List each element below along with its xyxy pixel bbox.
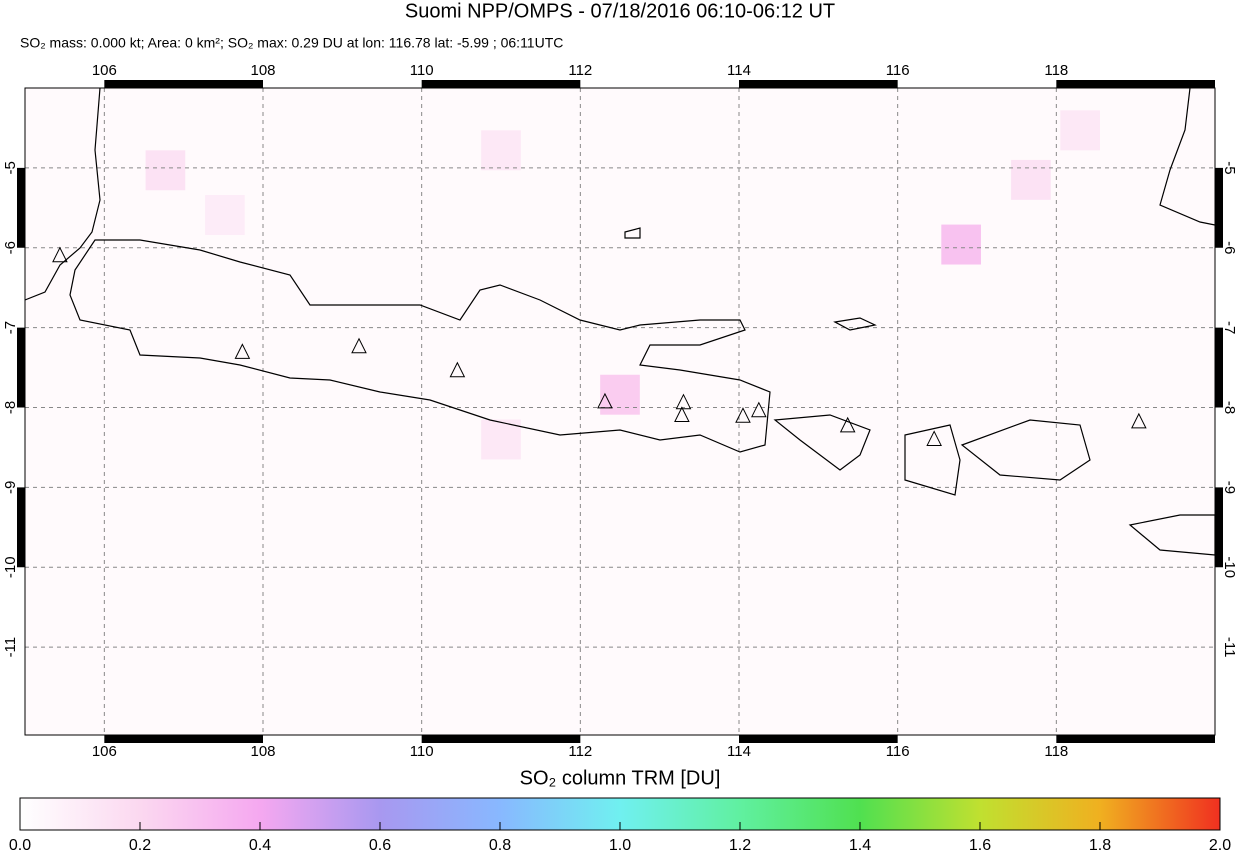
lon-tick-label: 108 — [250, 743, 275, 760]
lon-tick-label: 114 — [727, 62, 751, 79]
frame-bar — [1215, 327, 1223, 408]
colorbar-tick-label: 1.4 — [849, 837, 871, 854]
map-frame — [24, 87, 1216, 736]
lon-tick-label: 110 — [410, 743, 434, 760]
lat-tick-label: -10 — [2, 556, 19, 578]
title: Suomi NPP/OMPS - 07/18/2016 06:10-06:12 … — [405, 0, 835, 22]
frame-bar — [1215, 487, 1223, 568]
colorbar-tick-label: 1.2 — [729, 837, 751, 854]
sumba-coast — [1128, 514, 1215, 556]
lon-tick-label: 118 — [1044, 62, 1068, 79]
colorbar-tick-label: 0.4 — [249, 837, 271, 854]
volcano-marker — [1131, 412, 1147, 429]
volcano-marker — [234, 343, 251, 359]
frame-bar — [421, 735, 581, 743]
island-coast — [624, 227, 641, 239]
frame-bar — [104, 735, 263, 743]
coastlines — [25, 88, 1215, 556]
frame-bar — [1056, 735, 1215, 743]
sumatra-coast — [25, 88, 101, 301]
colorbar-tick-label: 1.8 — [1089, 837, 1111, 854]
colorbar-tick-label: 1.6 — [969, 837, 991, 854]
lon-tick-label: 112 — [568, 743, 592, 760]
lon-tick-label: 118 — [1044, 743, 1068, 760]
graticule — [25, 88, 1215, 735]
lon-tick-label: 110 — [410, 62, 434, 79]
colorbar-tick-label: 0.2 — [129, 837, 151, 854]
so2-cell — [1060, 110, 1100, 151]
frame-bar — [739, 735, 898, 743]
lon-tick-label: 116 — [886, 743, 910, 760]
so2-cell — [205, 195, 245, 235]
so2-cell — [941, 224, 981, 265]
frame-bar — [739, 80, 898, 88]
borneo-coast — [1159, 88, 1215, 226]
lon-tick-label: 116 — [886, 62, 910, 79]
so2-layer — [145, 110, 1100, 460]
volcano-marker — [675, 393, 692, 410]
volcano-layer — [52, 246, 1147, 446]
lat-tick-label: -10 — [1221, 556, 1238, 578]
lon-tick-label: 106 — [92, 62, 117, 79]
frame-bar — [421, 80, 581, 88]
colorbar-tick-label: 1.0 — [609, 837, 631, 854]
lat-tick-label: -11 — [2, 637, 19, 658]
lon-tick-label: 108 — [250, 62, 275, 79]
so2-cell — [481, 130, 521, 171]
frame-bar — [17, 327, 25, 408]
lat-tick-label: -9 — [1221, 481, 1238, 494]
so2-cell — [600, 374, 640, 415]
frame-bar — [1215, 167, 1223, 248]
lon-tick-label: 106 — [92, 743, 117, 760]
volcano-marker — [751, 401, 767, 418]
subtitle: SO₂ mass: 0.000 kt; Area: 0 km²; SO₂ max… — [20, 35, 563, 51]
lat-tick-label: -6 — [2, 241, 19, 254]
frame-bar — [1056, 80, 1215, 88]
lat-tick-label: -7 — [1221, 321, 1238, 334]
volcano-marker — [674, 406, 690, 422]
lat-tick-label: -8 — [2, 401, 19, 414]
colorbar-tick-label: 0.8 — [489, 837, 511, 854]
lat-tick-label: -5 — [2, 161, 19, 174]
volcano-marker — [52, 246, 68, 263]
bali-coast — [773, 414, 871, 471]
frame-bar — [104, 80, 263, 88]
lat-tick-label: -5 — [1221, 161, 1238, 174]
lat-tick-label: -9 — [2, 481, 19, 494]
lat-tick-label: -8 — [1221, 401, 1238, 414]
colorbar-ticks: 0.0 0.2 0.4 0.6 0.8 1.0 1.2 1.4 1.6 1.8 2.0 — [9, 822, 1231, 854]
lon-tick-label: 114 — [727, 743, 751, 760]
volcano-marker — [735, 407, 751, 423]
colorbar-tick-label: 0.0 — [9, 837, 31, 854]
lombok-coast — [904, 424, 961, 496]
lat-tick-label: -11 — [1221, 637, 1238, 658]
colorbar-title: SO₂ column TRM [DU] — [520, 767, 721, 789]
volcano-marker — [449, 361, 466, 378]
so2-cell — [1011, 159, 1051, 200]
lon-tick-label: 112 — [568, 62, 592, 79]
so2-cell — [145, 150, 186, 191]
volcano-marker — [597, 392, 613, 409]
java-coast — [69, 239, 771, 453]
volcano-marker — [351, 337, 367, 354]
kangean-coast — [833, 317, 877, 331]
colorbar-tick-label: 2.0 — [1209, 837, 1231, 854]
sumbawa-coast — [960, 419, 1091, 481]
colorbar-tick-label: 0.6 — [369, 837, 391, 854]
frame-ticks — [17, 80, 1223, 743]
lat-tick-label: -7 — [2, 321, 19, 334]
lat-tick-label: -6 — [1221, 241, 1238, 254]
volcano-marker — [839, 416, 856, 433]
so2-cell — [481, 419, 521, 460]
frame-bar — [17, 167, 25, 248]
volcano-marker — [926, 430, 942, 446]
frame-bar — [17, 487, 25, 568]
